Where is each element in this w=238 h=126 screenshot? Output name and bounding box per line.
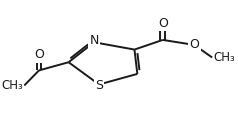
Text: CH₃: CH₃	[214, 51, 236, 64]
Text: O: O	[189, 38, 199, 51]
Text: O: O	[34, 49, 44, 61]
Text: CH₃: CH₃	[1, 79, 23, 92]
Text: S: S	[95, 79, 103, 92]
Text: O: O	[158, 17, 168, 30]
Text: N: N	[89, 34, 99, 46]
